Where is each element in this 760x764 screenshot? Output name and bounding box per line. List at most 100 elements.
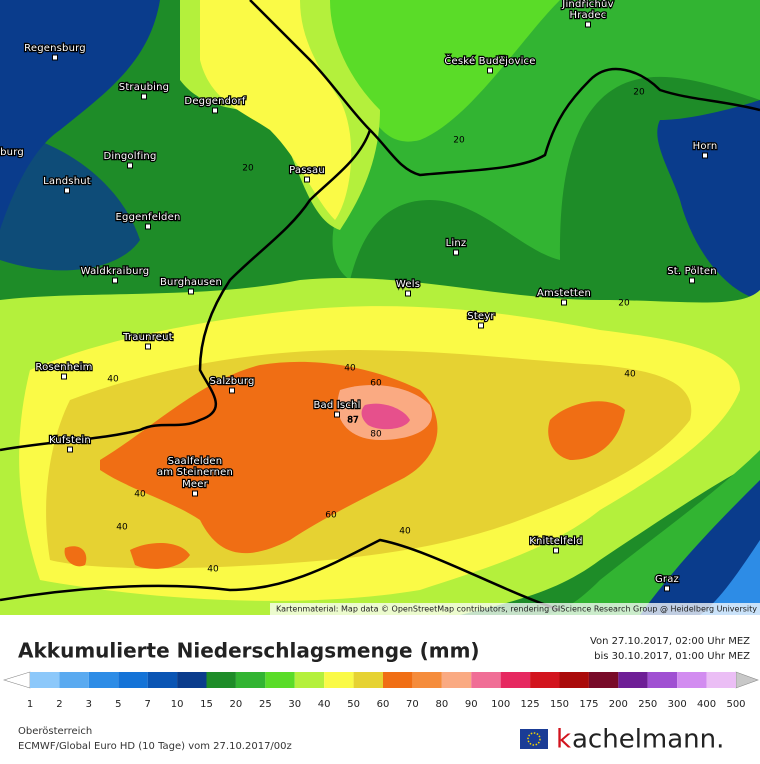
city-marker	[702, 152, 708, 159]
city-label: Wels	[396, 279, 420, 290]
legend-label: 125	[521, 699, 540, 710]
legend-swatch	[500, 672, 531, 688]
city-label: burg	[0, 147, 24, 158]
contour-label: 80	[370, 430, 382, 440]
legend-swatch	[677, 672, 707, 688]
legend-swatch	[588, 672, 619, 688]
contour-label: 20	[242, 164, 254, 174]
legend-swatch	[530, 672, 560, 688]
city-marker	[664, 585, 670, 592]
city-label: Hradec	[570, 10, 607, 21]
area	[700, 540, 760, 615]
date-from: Von 27.10.2017, 02:00 Uhr MEZ	[590, 636, 750, 647]
legend-label: 60	[377, 699, 390, 710]
city-label: Kufstein	[49, 435, 91, 446]
area	[657, 100, 760, 300]
city-marker	[553, 547, 559, 554]
legend-swatch	[88, 672, 119, 688]
city-label: Waldkraiburg	[81, 266, 150, 277]
contour-label: 40	[116, 523, 128, 533]
contour-label: 87	[347, 416, 358, 426]
legend-swatch	[118, 672, 148, 688]
city-marker	[145, 343, 151, 350]
legend-swatch	[412, 672, 442, 688]
legend-swatch	[265, 672, 295, 688]
city-marker	[585, 21, 591, 28]
legend-swatch	[559, 672, 589, 688]
legend-label: 70	[406, 699, 419, 710]
city-label: Deggendorf	[184, 96, 245, 107]
city-marker	[561, 299, 567, 306]
model: ECMWF/Global Euro HD (10 Tage) vom 27.10…	[18, 741, 292, 752]
legend: 1 2 3 5 7 10 15 20 25 30 40 50 60 70 80 90 100 125 150 175 2…	[2, 671, 759, 710]
city-marker	[61, 373, 67, 380]
contour-label: 40	[624, 370, 636, 380]
date-to: bis 30.10.2017, 01:00 Uhr MEZ	[594, 651, 750, 662]
city-label: Regensburg	[24, 43, 86, 54]
city-label: Horn	[693, 141, 718, 152]
city-marker	[64, 187, 70, 194]
legend-label: 250	[638, 699, 657, 710]
legend-swatch	[294, 672, 325, 688]
city-label: Jindřichův	[561, 0, 613, 10]
city-label: Bad Ischl	[313, 400, 360, 411]
area	[200, 0, 352, 220]
legend-label: 40	[318, 699, 331, 710]
city-marker	[145, 223, 151, 230]
city-marker	[334, 411, 340, 418]
legend-swatch	[30, 672, 60, 688]
eu-flag	[520, 729, 548, 749]
attribution-bg	[270, 603, 760, 615]
legend-label: 7	[144, 699, 150, 710]
legend-swatch	[177, 672, 207, 688]
legend-label: 100	[491, 699, 510, 710]
city-label: Landshut	[43, 176, 91, 187]
legend-label: 3	[86, 699, 92, 710]
legend-label: 30	[288, 699, 301, 710]
legend-swatch	[383, 672, 413, 688]
city-label: Dingolfing	[103, 151, 156, 162]
contour-label: 20	[618, 299, 630, 309]
city-marker	[689, 277, 695, 284]
region: Oberösterreich	[18, 726, 92, 737]
legend-arrow-left	[2, 671, 31, 689]
city-marker	[304, 176, 310, 183]
city-label: St. Pölten	[667, 266, 717, 277]
city-label: Eggenfelden	[116, 212, 181, 223]
contour-label: 60	[325, 511, 337, 521]
city-marker	[212, 107, 218, 114]
city-label: Straubing	[119, 82, 169, 93]
city-marker	[229, 387, 235, 394]
brand-k: k	[556, 725, 571, 755]
city-label: Linz	[446, 238, 467, 249]
legend-label: 400	[697, 699, 716, 710]
legend-swatch	[441, 672, 472, 688]
legend-label: 50	[347, 699, 360, 710]
legend-label: 90	[465, 699, 478, 710]
city-label: am Steinernen	[157, 467, 233, 478]
city-label: Knittelfeld	[529, 536, 582, 547]
contour-label: 20	[453, 136, 465, 146]
city-marker	[405, 290, 411, 297]
city-marker	[141, 93, 147, 100]
city-marker	[112, 277, 118, 284]
city-label: Graz	[655, 574, 679, 585]
city-marker	[192, 490, 198, 497]
city-label: Amstetten	[537, 288, 591, 299]
contour-label: 20	[633, 88, 645, 98]
contour-label: 40	[207, 565, 219, 575]
legend-label: 500	[726, 699, 745, 710]
legend-swatch	[647, 672, 678, 688]
legend-swatch	[206, 672, 236, 688]
city-marker	[478, 322, 484, 329]
city-label: Passau	[289, 165, 325, 176]
contour-label: 40	[134, 490, 146, 500]
legend-label: 2	[56, 699, 62, 710]
contour-label: 60	[370, 379, 382, 389]
contour-label: 40	[399, 527, 411, 537]
eu-stars	[527, 732, 541, 746]
legend-label: 15	[200, 699, 213, 710]
area	[361, 403, 410, 430]
map: Regensburg Straubing Deggendorf Dingolfing L…	[0, 0, 760, 615]
